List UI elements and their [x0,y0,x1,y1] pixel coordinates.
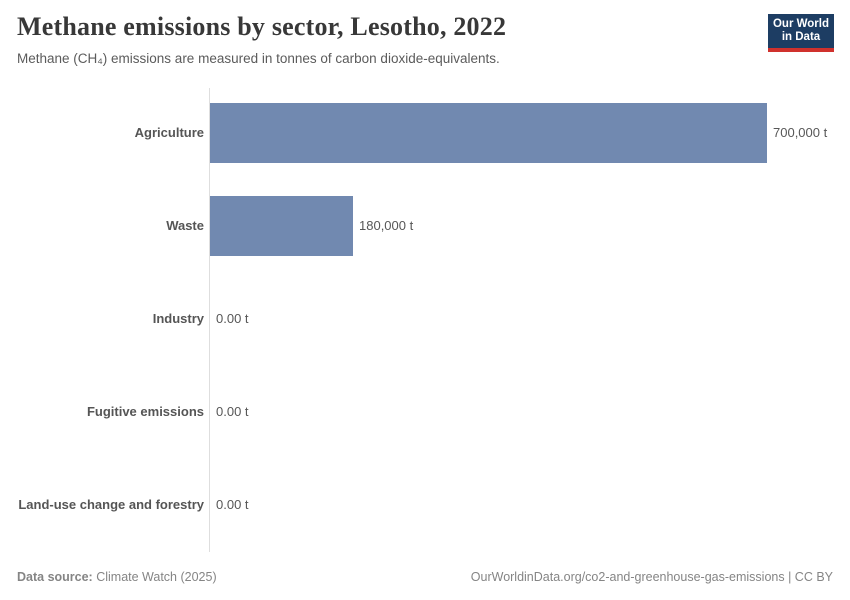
chart-title: Methane emissions by sector, Lesotho, 20… [17,12,507,41]
data-source-label: Data source: [17,570,93,584]
owid-logo: Our World in Data [768,14,834,52]
category-label: Fugitive emissions [86,404,204,419]
category-label: Waste [166,218,204,233]
category-label: Industry [152,311,204,326]
data-source-value: Climate Watch (2025) [92,570,217,584]
category-label: Agriculture [134,125,204,140]
value-label: 700,000 t [773,125,828,140]
y-axis-line [209,88,210,552]
owid-logo-line2: in Data [781,31,821,43]
chart-footer: Data source: Climate Watch (2025) OurWor… [17,570,833,584]
owid-logo-line1: Our World [772,18,829,30]
value-label: 180,000 t [359,218,414,233]
category-label: Land-use change and forestry [18,497,204,512]
chart-subtitle: Methane (CH₄) emissions are measured in … [17,51,500,66]
value-label: 0.00 t [216,497,249,512]
bar [210,103,767,163]
value-label: 0.00 t [216,404,249,419]
bar [210,196,353,256]
attribution-license-note: OurWorldinData.org/co2-and-greenhouse-ga… [470,570,833,584]
data-source-note: Data source: Climate Watch (2025) [17,570,217,584]
value-label: 0.00 t [216,311,249,326]
